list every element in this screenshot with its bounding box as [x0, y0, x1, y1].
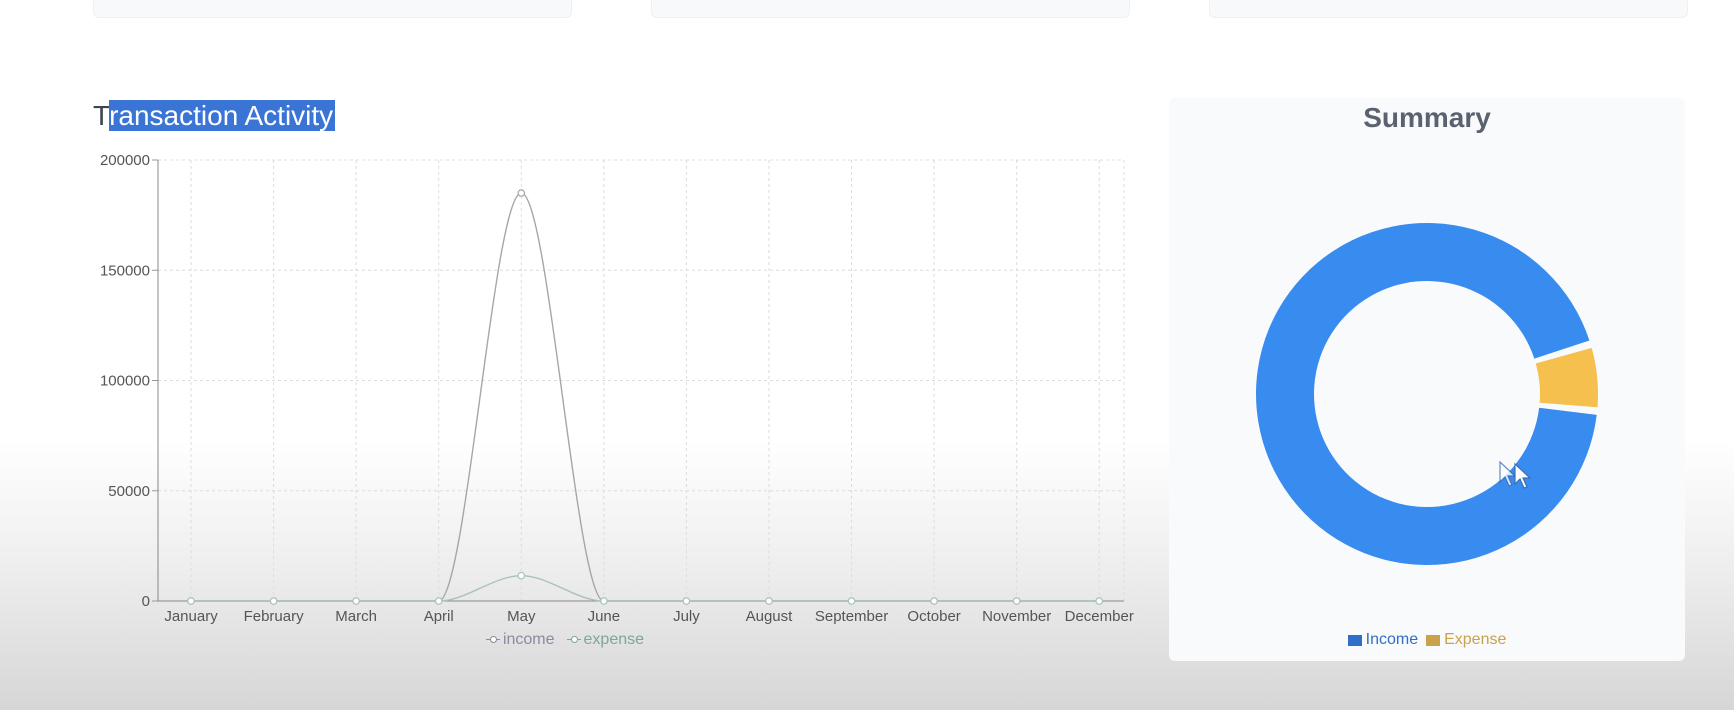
stat-card — [651, 0, 1130, 18]
transaction-activity-chart: 0 50000 100000 150000 200000 January February M… — [100, 152, 1134, 625]
data-point-income — [517, 189, 526, 197]
y-tick-label: 200000 — [100, 152, 150, 169]
summary-panel: Summary Income Expense — [1169, 98, 1685, 661]
data-point-expense — [1095, 597, 1104, 605]
data-point-expense — [352, 597, 360, 605]
x-tick-label: April — [424, 608, 454, 625]
summary-legend: Income Expense — [1169, 631, 1685, 651]
x-tick-label: November — [982, 608, 1051, 625]
mouse-cursor-icon — [1499, 460, 1532, 489]
title-first-letter: T — [93, 100, 110, 131]
series-line-income — [191, 192, 1100, 602]
x-tick-label: March — [335, 608, 377, 625]
legend-item-income[interactable]: income — [485, 631, 555, 649]
stat-card — [1209, 0, 1688, 18]
legend-label: income — [502, 631, 555, 648]
data-point-expense — [682, 597, 691, 605]
legend-item-expense[interactable]: expense — [566, 631, 645, 649]
data-point-expense — [187, 597, 195, 605]
data-point-expense — [600, 597, 608, 605]
y-tick-label: 150000 — [100, 262, 150, 279]
y-tick-label: 100000 — [100, 373, 150, 390]
x-tick-label: December — [1065, 608, 1134, 625]
data-point-expense — [1012, 597, 1021, 605]
data-point-expense — [765, 597, 773, 605]
x-tick-label: July — [673, 608, 700, 625]
x-tick-label: October — [907, 608, 960, 625]
legend-swatch-icon — [1347, 634, 1362, 646]
series-line-expense — [191, 574, 1100, 602]
y-tick-label: 0 — [142, 593, 150, 610]
x-tick-label: September — [815, 608, 888, 625]
stat-card — [93, 0, 572, 18]
x-tick-label: January — [164, 608, 218, 625]
legend-label: Income — [1365, 631, 1419, 648]
legend-label: expense — [583, 631, 645, 648]
x-tick-label: August — [746, 608, 794, 625]
title-selected-text: ransaction Activity — [109, 100, 336, 131]
line-chart-legend: income expense — [0, 631, 1130, 650]
legend-marker-icon — [566, 635, 581, 645]
legend-swatch-icon — [1426, 634, 1441, 646]
data-point-expense — [930, 597, 938, 605]
data-point-expense — [847, 597, 856, 605]
summary-donut-chart — [1256, 222, 1598, 565]
legend-item-income[interactable]: Income — [1347, 631, 1419, 649]
data-point-expense — [517, 571, 526, 580]
data-point-expense — [434, 597, 443, 605]
y-tick-label: 50000 — [108, 483, 150, 500]
legend-label: Expense — [1444, 631, 1507, 648]
donut-slice-expense — [1535, 347, 1598, 408]
summary-title: Summary — [1363, 102, 1491, 133]
donut-slice-income — [1256, 222, 1597, 565]
transaction-activity-title: Transaction Activity — [93, 96, 336, 136]
legend-item-expense[interactable]: Expense — [1426, 631, 1506, 649]
x-tick-label: May — [507, 608, 536, 625]
data-point-expense — [269, 597, 278, 605]
x-tick-label: February — [244, 608, 305, 625]
legend-marker-icon — [485, 635, 500, 645]
x-tick-label: June — [588, 608, 621, 625]
